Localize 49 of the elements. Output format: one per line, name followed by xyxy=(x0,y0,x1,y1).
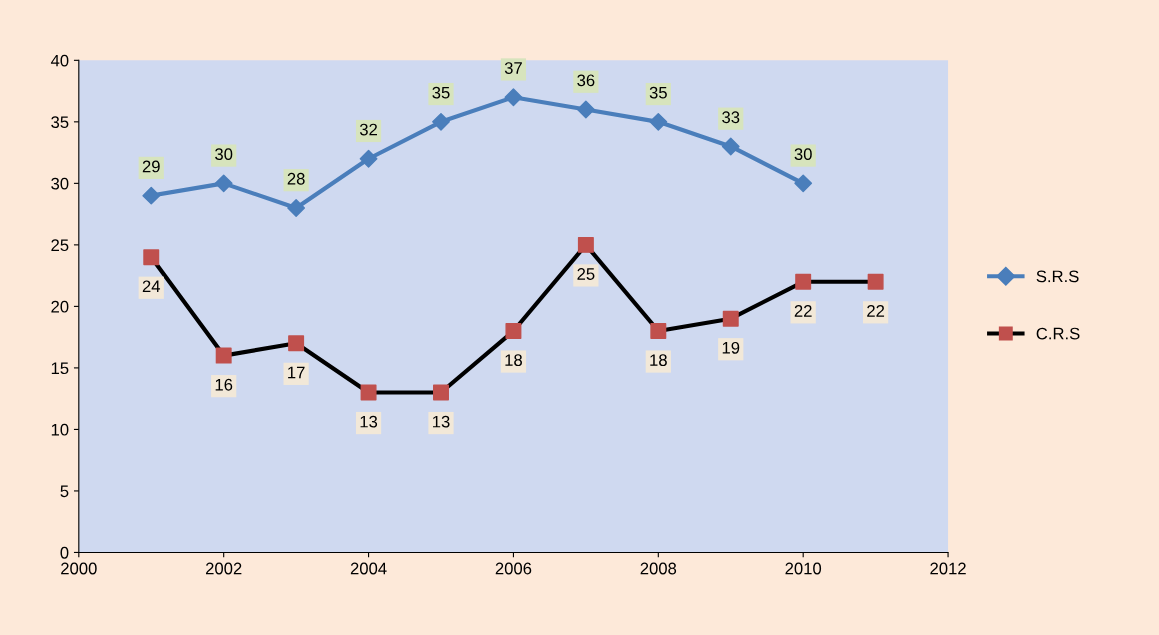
data-label: 18 xyxy=(650,354,667,367)
data-label: 29 xyxy=(142,160,160,173)
data-label: 33 xyxy=(722,111,740,124)
legend-label: C.R.S xyxy=(1036,327,1080,340)
y-tick-label: 20 xyxy=(51,300,69,313)
point xyxy=(142,186,161,205)
point xyxy=(721,137,740,156)
data-label: 22 xyxy=(867,305,885,317)
data-label: 13 xyxy=(360,415,378,428)
y-tick-label: 30 xyxy=(51,177,69,190)
y-tick-label: 35 xyxy=(51,116,69,129)
data-label: 35 xyxy=(649,86,667,99)
y-tick-label: 15 xyxy=(51,362,69,375)
point xyxy=(214,174,233,193)
y-tick-label: 0 xyxy=(60,546,69,559)
data-label: 32 xyxy=(359,123,377,136)
point xyxy=(649,112,668,131)
point xyxy=(504,88,523,107)
data-label: 35 xyxy=(432,86,450,99)
data-label: 16 xyxy=(215,378,233,391)
x-tick-label: 2000 xyxy=(61,562,97,575)
x-tick-label: 2012 xyxy=(930,562,966,575)
data-label: 19 xyxy=(722,341,740,354)
y-tick-label: 10 xyxy=(51,423,69,436)
point xyxy=(359,149,378,168)
data-label: 28 xyxy=(287,172,305,185)
y-tick-label: 25 xyxy=(51,239,69,252)
x-tick-label: 2010 xyxy=(785,562,822,575)
data-label: 18 xyxy=(505,354,522,367)
x-tick-label: 2002 xyxy=(205,562,242,575)
data-label: 30 xyxy=(794,148,812,161)
x-tick-label: 2008 xyxy=(640,562,677,575)
x-tick-label: 2004 xyxy=(350,562,387,575)
legend-label: S.R.S xyxy=(1036,270,1079,283)
data-label: 22 xyxy=(794,305,812,317)
point xyxy=(794,174,813,193)
data-label: 17 xyxy=(288,366,305,379)
data-label: 13 xyxy=(433,415,450,428)
point xyxy=(576,100,595,119)
data-label: 25 xyxy=(577,268,595,280)
x-tick-label: 2006 xyxy=(495,562,532,575)
data-label: 37 xyxy=(504,62,522,74)
data-label: 36 xyxy=(577,74,595,87)
y-tick-label: 40 xyxy=(50,54,69,67)
data-label: 24 xyxy=(142,280,161,293)
y-tick-label: 5 xyxy=(60,485,69,498)
point xyxy=(432,112,450,131)
point xyxy=(287,199,306,217)
data-label: 30 xyxy=(215,148,233,161)
